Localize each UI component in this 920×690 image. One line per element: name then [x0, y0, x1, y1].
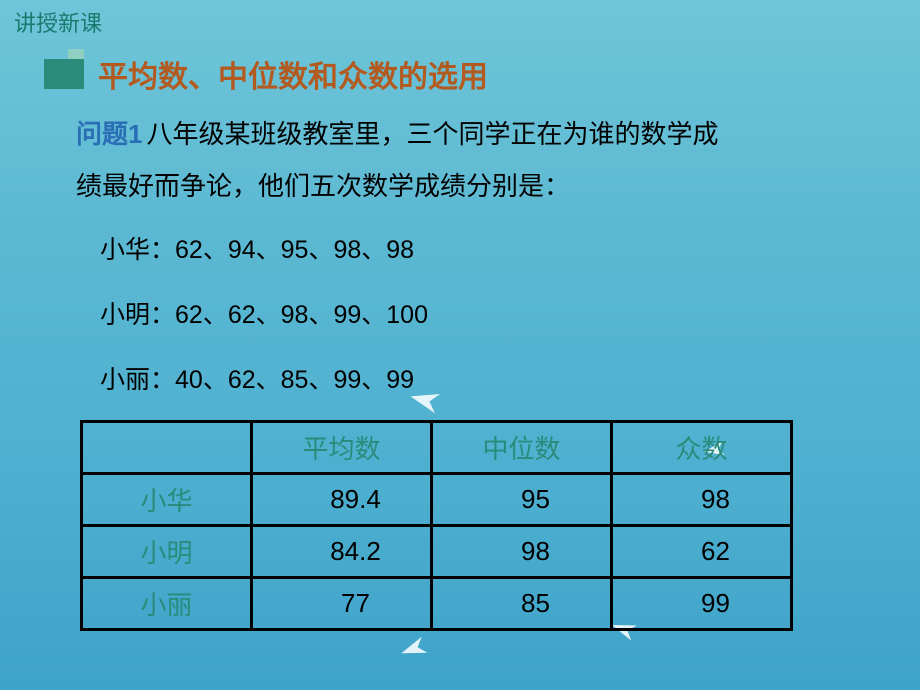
table-header-row: 平均数 中位数 众数: [82, 422, 792, 474]
score-row: 小华：62、94、95、98、98: [100, 218, 428, 283]
table-cell-mode: 62: [612, 526, 792, 578]
section-header: 平均数、中位数和众数的选用: [44, 52, 488, 96]
table-row-name: 小明: [82, 526, 252, 578]
problem-text-line2: 绩最好而争论，他们五次数学成绩分别是：: [76, 171, 570, 201]
table-cell-mode: 98: [612, 474, 792, 526]
table-row: 小明 84.2 98 62: [82, 526, 792, 578]
table-row: 小丽 77 85 99: [82, 578, 792, 630]
table-cell-mean: 84.2: [252, 526, 432, 578]
student-name: 小丽: [100, 366, 150, 394]
problem-text-line1: 八年级某班级教室里，三个同学正在为谁的数学成: [146, 119, 718, 149]
score-list: 小华：62、94、95、98、98 小明：62、62、98、99、100 小丽：…: [100, 218, 428, 413]
table-cell-median: 98: [432, 526, 612, 578]
slide-section-label: 讲授新课: [14, 6, 102, 38]
table-cell-mode: 99: [612, 578, 792, 630]
table-row-name: 小丽: [82, 578, 252, 630]
section-marker-icon: [44, 59, 84, 89]
problem-label: 问题1: [76, 119, 142, 149]
table-header-mean: 平均数: [252, 422, 432, 474]
table-cell-median: 85: [432, 578, 612, 630]
student-scores: 40、62、85、99、99: [175, 366, 414, 394]
score-row: 小丽：40、62、85、99、99: [100, 348, 428, 413]
table-row-name: 小华: [82, 474, 252, 526]
table-header-mode: 众数: [612, 422, 792, 474]
table-row: 小华 89.4 95 98: [82, 474, 792, 526]
table-header-blank: [82, 422, 252, 474]
table-cell-mean: 77: [252, 578, 432, 630]
student-name: 小明: [100, 301, 150, 329]
score-row: 小明：62、62、98、99、100: [100, 283, 428, 348]
problem-statement: 问题1八年级某班级教室里，三个同学正在为谁的数学成 绩最好而争论，他们五次数学成…: [76, 108, 860, 212]
table-cell-mean: 89.4: [252, 474, 432, 526]
table-header-median: 中位数: [432, 422, 612, 474]
student-name: 小华: [100, 236, 150, 264]
statistics-table: 平均数 中位数 众数 小华 89.4 95 98 小明 84.2 98 62 小…: [80, 420, 793, 631]
table-cell-median: 95: [432, 474, 612, 526]
section-title: 平均数、中位数和众数的选用: [98, 52, 488, 96]
student-scores: 62、62、98、99、100: [175, 301, 428, 329]
student-scores: 62、94、95、98、98: [175, 236, 414, 264]
